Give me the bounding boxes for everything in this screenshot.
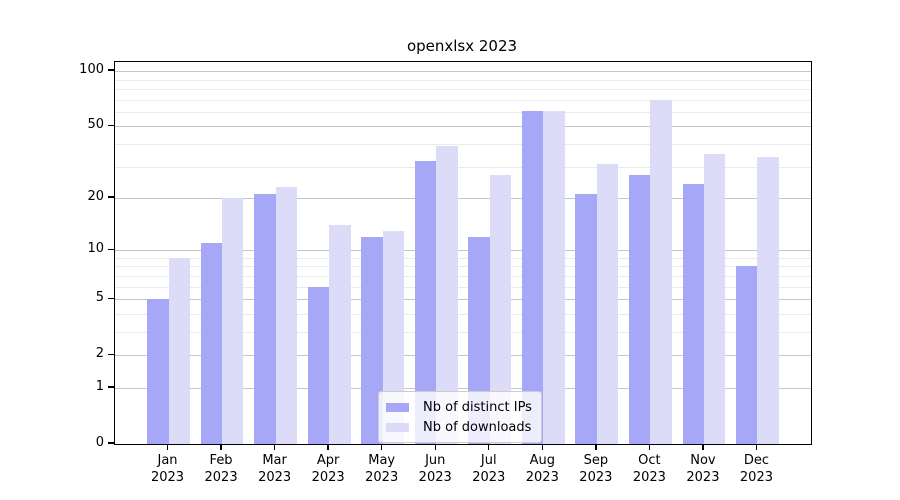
major-gridline-20	[115, 198, 811, 199]
legend-label-downloads: Nb of downloads	[423, 419, 532, 435]
y-tick-label-50: 50	[87, 117, 104, 133]
x-tick-jan	[166, 444, 169, 451]
y-tick-1	[108, 386, 114, 388]
minor-gridline-80	[115, 88, 811, 90]
x-tick-feb	[220, 444, 222, 451]
y-tick-label-20: 20	[87, 189, 104, 204]
x-tick-may	[380, 444, 383, 451]
major-gridline-2	[115, 355, 811, 357]
bar-dec-downloads	[757, 156, 779, 444]
minor-gridline-3	[115, 331, 811, 333]
y-tick-label-2: 2	[95, 346, 104, 362]
y-tick-2	[108, 353, 114, 355]
minor-gridline-9	[115, 257, 811, 259]
bar-jun-downloads	[436, 145, 458, 444]
plot-area	[114, 61, 812, 445]
legend-entry-downloads: Nb of downloads	[386, 417, 532, 437]
minor-gridline-4	[115, 313, 811, 315]
bar-aug-distinct-ips	[521, 110, 544, 444]
bar-sep-distinct-ips	[575, 194, 597, 444]
bar-feb-downloads	[222, 198, 244, 444]
chart-title: openxlsx 2023	[406, 37, 518, 55]
x-tick-jul	[488, 444, 490, 451]
x-tick-jun	[434, 444, 436, 451]
legend-swatch-downloads	[386, 422, 409, 432]
minor-gridline-70	[115, 99, 811, 101]
bar-nov-downloads	[703, 154, 726, 444]
y-tick-20	[108, 196, 114, 198]
x-tick-label-may: May 2023	[365, 453, 399, 485]
bar-jul-downloads	[489, 174, 512, 444]
bar-apr-downloads	[329, 225, 351, 444]
x-tick-mar	[273, 444, 276, 451]
y-tick-50	[108, 124, 114, 126]
bar-feb-distinct-ips	[200, 243, 223, 444]
bar-jun-distinct-ips	[414, 161, 437, 444]
y-tick-10	[108, 248, 114, 250]
x-tick-label-mar: Mar 2023	[258, 453, 292, 485]
y-tick-label-5: 5	[95, 290, 104, 306]
y-tick-100	[108, 69, 114, 71]
y-tick-label-100: 100	[79, 62, 104, 78]
bar-may-distinct-ips	[361, 236, 383, 444]
y-tick-label-0: 0	[95, 435, 104, 450]
x-tick-aug	[541, 444, 543, 451]
x-tick-label-apr: Apr 2023	[311, 453, 345, 485]
x-tick-nov	[702, 444, 704, 451]
y-tick-label-1: 1	[95, 378, 104, 394]
minor-gridline-40	[115, 143, 811, 145]
major-gridline-50	[115, 126, 811, 128]
x-tick-label-jul: Jul 2023	[472, 453, 506, 485]
legend: Nb of distinct IPs Nb of downloads	[378, 391, 542, 443]
bar-sep-downloads	[596, 163, 619, 444]
major-gridline-5	[115, 299, 811, 301]
minor-gridline-8	[115, 266, 811, 268]
bar-aug-downloads	[543, 110, 565, 444]
x-tick-label-aug: Aug 2023	[525, 453, 559, 485]
bar-mar-distinct-ips	[254, 194, 276, 444]
x-tick-label-sep: Sep 2023	[579, 453, 613, 485]
bar-may-downloads	[382, 230, 405, 444]
y-tick-label-10: 10	[87, 241, 104, 257]
bar-oct-distinct-ips	[628, 174, 651, 444]
minor-gridline-7	[115, 275, 811, 277]
minor-gridline-30	[115, 166, 811, 168]
bar-oct-downloads	[650, 99, 672, 444]
legend-swatch-distinct-ips	[386, 402, 409, 412]
x-tick-apr	[327, 444, 329, 451]
bar-jan-distinct-ips	[147, 299, 169, 444]
major-gridline-10	[115, 250, 811, 252]
x-tick-dec	[755, 444, 758, 451]
bar-dec-distinct-ips	[736, 266, 758, 444]
bar-jan-downloads	[168, 257, 190, 444]
legend-label-distinct-ips: Nb of distinct IPs	[423, 399, 532, 415]
legend-entry-distinct-ips: Nb of distinct IPs	[386, 397, 532, 417]
x-tick-label-dec: Dec 2023	[739, 453, 773, 485]
y-tick-5	[108, 297, 114, 299]
minor-gridline-60	[115, 111, 811, 113]
x-tick-sep	[595, 444, 597, 451]
bar-apr-distinct-ips	[307, 286, 330, 444]
x-tick-oct	[648, 444, 651, 451]
y-tick-0	[108, 442, 114, 444]
x-tick-label-feb: Feb 2023	[204, 453, 238, 485]
x-tick-label-oct: Oct 2023	[632, 453, 666, 485]
minor-gridline-90	[115, 79, 811, 81]
major-gridline-100	[115, 71, 811, 73]
minor-gridline-6	[115, 286, 811, 288]
x-tick-label-jun: Jun 2023	[418, 453, 452, 485]
x-tick-label-nov: Nov 2023	[686, 453, 720, 485]
x-tick-label-jan: Jan 2023	[150, 453, 185, 485]
bar-nov-distinct-ips	[682, 183, 704, 444]
major-gridline-1	[115, 387, 811, 389]
bar-mar-downloads	[275, 187, 297, 444]
